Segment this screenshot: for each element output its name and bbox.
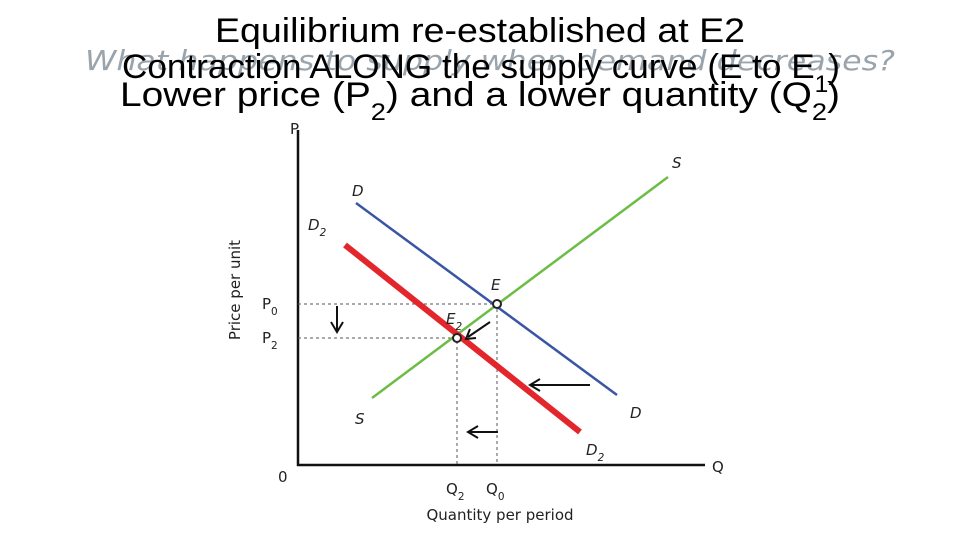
- text-part: E: [491, 276, 501, 294]
- diagram-panel: [222, 113, 742, 533]
- text-part: Equilibrium re-established at E2: [215, 12, 745, 50]
- text-part: E: [446, 310, 456, 328]
- subscript: 2: [455, 321, 462, 333]
- supply-label: S: [672, 154, 682, 172]
- arrow-head: [464, 328, 477, 341]
- text-part: P: [262, 295, 271, 313]
- subscript: 2: [458, 491, 465, 503]
- p0-label: P0: [262, 295, 278, 318]
- text-part: D: [630, 404, 642, 422]
- demand2-label: D2: [308, 216, 327, 239]
- q2-label: Q2: [446, 480, 465, 503]
- supply-label: S: [355, 410, 365, 428]
- demand2-curve: [343, 242, 582, 435]
- y-axis-title: Price per unit: [226, 240, 244, 340]
- arrow-head: [330, 321, 344, 334]
- arrow-head: [466, 425, 479, 439]
- subscript: 2: [812, 99, 827, 126]
- subscript: 0: [498, 491, 505, 503]
- arrow-to-e2: [467, 321, 491, 338]
- text-part: Contraction ALONG the supply curve (E to…: [122, 48, 815, 86]
- origin-label: 0: [278, 468, 288, 486]
- text-part: P: [262, 329, 271, 347]
- point-e-marker: [492, 299, 502, 309]
- text-part: S: [355, 410, 365, 428]
- diagram: [296, 130, 705, 467]
- text-part: D: [308, 216, 320, 234]
- p2-label: P2: [262, 329, 278, 352]
- title: Equilibrium re-established at E2: [215, 12, 745, 50]
- subscript: 2: [598, 452, 605, 464]
- point-e2-marker: [452, 333, 462, 343]
- demand-label: D: [630, 404, 642, 422]
- text-part: S: [672, 154, 682, 172]
- arrow-head: [528, 378, 541, 392]
- text-part: D: [352, 182, 364, 200]
- demand-label: D: [352, 182, 364, 200]
- point-e2-label: E2: [446, 310, 462, 333]
- background-question: What happens to supply when demand decre…: [85, 44, 895, 77]
- subscript: 1: [815, 71, 829, 98]
- text-part: Q: [446, 480, 458, 498]
- y-axis-label: P: [290, 120, 299, 138]
- text-part: ): [828, 48, 840, 86]
- subscript: 0: [271, 306, 278, 318]
- subscript: 2: [320, 227, 327, 239]
- text-part: D: [586, 441, 598, 459]
- subscript: 2: [371, 99, 386, 126]
- point-e-label: E: [491, 276, 501, 294]
- subscript: 2: [271, 340, 278, 352]
- x-axis-title: Quantity per period: [426, 506, 573, 524]
- text-part: ) and a lower quantity (Q: [386, 76, 812, 114]
- subtitle-line-1: Contraction ALONG the supply curve (E to…: [122, 48, 840, 98]
- text-part: ): [827, 76, 840, 114]
- x-axis-label: Q: [712, 458, 724, 476]
- subtitle-line-2: Lower price (P 2) and a lower quantity (Q…: [120, 76, 840, 126]
- text-part: Q: [486, 480, 498, 498]
- supply-curve: [371, 175, 669, 400]
- q0-label: Q0: [486, 480, 505, 503]
- demand-curve: [355, 201, 618, 397]
- text-part: Lower price (P: [120, 76, 371, 114]
- demand2-label: D2: [586, 441, 605, 464]
